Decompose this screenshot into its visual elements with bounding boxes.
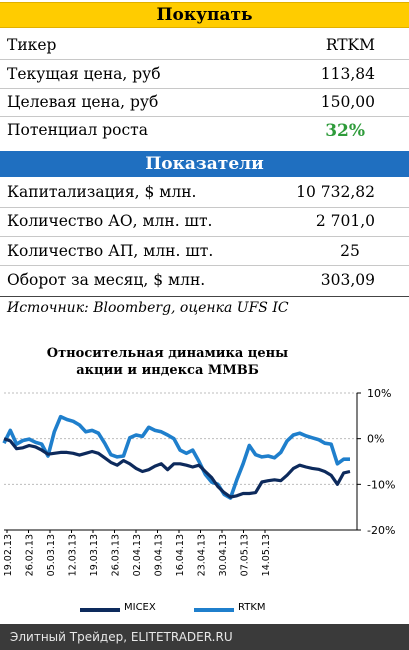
target-price-label: Целевая цена, руб [7,93,159,111]
target-price-value: 150,00 [320,93,375,111]
table-bottom-border [0,296,409,297]
x-tick-label: 05.03.13 [46,534,57,576]
x-tick-label: 26.02.13 [25,534,36,576]
row-divider [0,236,409,237]
indicators-header: Показатели [0,151,409,177]
legend-label-micex: MICEX [124,602,156,613]
x-tick-label: 16.04.13 [175,534,186,576]
common-shares-row: Количество АО, млн. шт. 2 701,0 [0,207,409,236]
common-shares-value: 2 701,0 [315,212,375,230]
monthly-turnover-value: 303,09 [320,271,375,289]
current-price-value: 113,84 [320,65,375,83]
x-tick-label: 07.05.13 [240,534,251,576]
legend-swatch-micex [80,608,120,612]
x-tick-label: 14.05.13 [261,534,272,576]
monthly-turnover-label: Оборот за месяц, $ млн. [7,271,206,289]
preferred-shares-value: 25 [340,242,360,260]
micex-series-line [3,437,351,499]
preferred-shares-label: Количество АП, млн. шт. [7,242,214,260]
x-tick-label: 30.04.13 [218,534,229,576]
row-divider [0,59,409,60]
chart-legend: MICEX RTKM [0,600,409,618]
ticker-value: RTKM [325,36,375,54]
common-shares-label: Количество АО, млн. шт. [7,212,213,230]
x-tick-label: 19.03.13 [89,534,100,576]
legend-swatch-rtkm [194,608,234,612]
y-tick-label: -10% [367,478,395,491]
buy-header: Покупать [0,2,409,28]
row-divider [0,207,409,208]
legend-label-rtkm: RTKM [238,602,266,613]
capitalization-label: Капитализация, $ млн. [7,183,197,201]
upside-label: Потенциал роста [7,121,148,139]
current-price-label: Текущая цена, руб [7,65,161,83]
monthly-turnover-row: Оборот за месяц, $ млн. 303,09 [0,266,409,295]
x-tick-label: 19.02.13 [3,534,14,576]
y-tick-label: 10% [367,387,391,400]
y-tick-label: -20% [367,524,395,537]
x-tick-label: 09.04.13 [154,534,165,576]
footer-text: Элитный Трейдер, ELITETRADER.RU [10,630,233,644]
rtkm-series-line [2,414,350,500]
current-price-row: Текущая цена, руб 113,84 [0,60,409,89]
x-tick-label: 23.04.13 [197,534,208,576]
x-tick-label: 12.03.13 [68,534,79,576]
preferred-shares-row: Количество АП, млн. шт. 25 [0,237,409,266]
x-tick-label: 26.03.13 [111,534,122,576]
source-note: Источник: Bloomberg, оценка UFS IC [7,300,289,316]
ticker-row: Тикер RTKM [0,31,409,60]
x-tick-label: 02.04.13 [132,534,143,576]
footer-bar: Элитный Трейдер, ELITETRADER.RU [0,624,409,650]
upside-row: Потенциал роста 32% [0,116,409,145]
relative-dynamics-chart: 10% 0% -10% -20% 19.02.13 26.02.13 05.03.13 12.… [2,387,395,576]
capitalization-row: Капитализация, $ млн. 10 732,82 [0,178,409,207]
y-tick-label: 0% [367,433,384,446]
row-divider [0,88,409,89]
target-price-row: Целевая цена, руб 150,00 [0,88,409,117]
chart-title-line-1: Относительная динамика цены [46,346,289,361]
row-divider [0,265,409,266]
row-divider [0,116,409,117]
upside-value: 32% [325,121,365,141]
ticker-label: Тикер [7,36,57,54]
chart-title-line-2: акции и индекса ММВБ [76,363,259,378]
capitalization-value: 10 732,82 [296,183,375,201]
